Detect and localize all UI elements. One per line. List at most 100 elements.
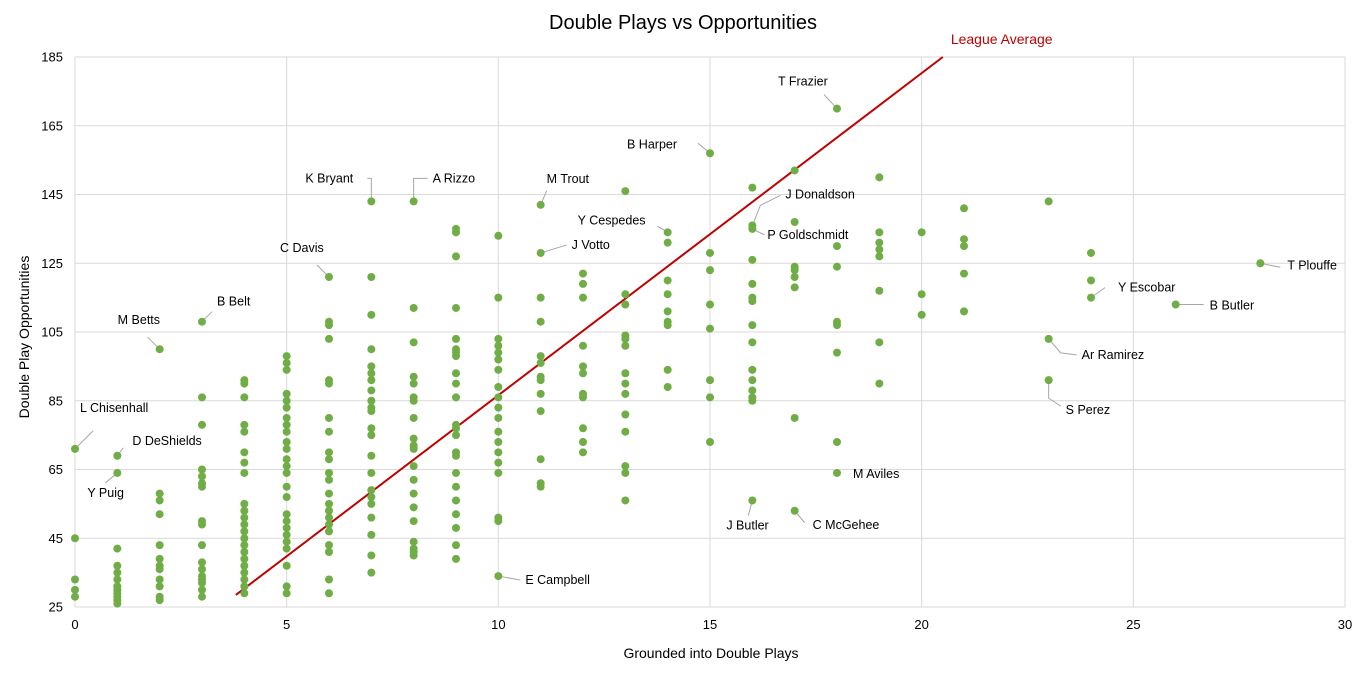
data-point [155, 510, 164, 519]
data-point [325, 413, 333, 422]
league-average-label: League Average [951, 31, 1053, 47]
data-point [325, 506, 333, 515]
data-point [536, 455, 545, 464]
data-point [409, 338, 418, 347]
data-point [536, 407, 545, 416]
data-point [1087, 276, 1095, 285]
data-point [282, 530, 291, 539]
data-point [452, 431, 460, 440]
data-point [240, 499, 249, 508]
data-point [833, 242, 841, 251]
labeled-data-point [1044, 376, 1053, 385]
labeled-data-point [155, 345, 164, 354]
leader-line [413, 177, 428, 202]
data-point [240, 541, 249, 550]
data-point [325, 520, 333, 529]
data-point [875, 286, 884, 295]
data-point [282, 444, 291, 453]
data-point [71, 592, 79, 601]
labeled-data-point [663, 228, 672, 237]
data-point [409, 379, 418, 388]
data-point [494, 393, 503, 402]
labeled-data-point [367, 197, 376, 206]
data-point [621, 379, 630, 388]
data-point [917, 290, 926, 299]
labeled-data-point [706, 149, 714, 158]
data-point [748, 386, 757, 395]
data-point [790, 218, 799, 226]
data-point [621, 496, 630, 505]
data-point [367, 486, 376, 495]
data-point [155, 575, 164, 584]
data-point [198, 558, 206, 567]
data-point [621, 187, 630, 196]
leader-line [540, 244, 567, 254]
data-point [536, 389, 545, 398]
data-point [240, 582, 249, 591]
data-point [536, 376, 545, 385]
data-point [452, 510, 460, 519]
y-tick-label: 125 [41, 256, 63, 271]
y-tick-label: 165 [41, 118, 63, 133]
data-point [282, 455, 291, 464]
data-point [240, 448, 249, 457]
leader-line [751, 194, 781, 226]
point-label: A Rizzo [433, 171, 475, 185]
x-tick-label: 20 [914, 617, 928, 632]
data-point [367, 345, 376, 354]
data-point [282, 561, 291, 570]
data-point [748, 365, 757, 374]
data-point [494, 355, 503, 364]
data-point [240, 534, 249, 543]
data-point [240, 568, 249, 577]
data-point [621, 290, 630, 299]
y-tick-label: 105 [41, 325, 63, 340]
data-point [706, 438, 714, 446]
data-point [240, 513, 249, 522]
data-point [409, 396, 418, 405]
point-label: E Campbell [525, 573, 590, 587]
data-point [409, 537, 418, 546]
data-point [367, 513, 376, 522]
data-point [494, 348, 503, 357]
data-point [155, 496, 164, 505]
data-point [452, 496, 460, 505]
data-point [494, 413, 503, 422]
point-label: B Belt [217, 295, 251, 309]
data-point [325, 499, 333, 508]
data-point [748, 183, 757, 192]
data-point [240, 575, 249, 584]
data-point [452, 451, 460, 460]
data-point [240, 468, 249, 477]
data-point [282, 438, 291, 446]
data-point [494, 458, 503, 467]
x-tick-label: 0 [71, 617, 78, 632]
data-point [325, 527, 333, 536]
data-point [409, 517, 418, 526]
data-point [790, 166, 799, 175]
data-point [155, 582, 164, 591]
data-point [325, 427, 333, 436]
data-point [494, 293, 503, 302]
data-point [621, 369, 630, 378]
data-point [240, 458, 249, 467]
data-point [198, 520, 206, 529]
y-tick-label: 65 [49, 462, 63, 477]
data-point [494, 448, 503, 457]
data-point [494, 231, 503, 240]
data-point [155, 596, 164, 605]
labeled-data-point [1087, 293, 1095, 302]
data-point [706, 300, 714, 309]
data-point [367, 468, 376, 477]
labeled-data-point [1256, 259, 1265, 268]
data-point [579, 293, 587, 302]
data-point [748, 297, 757, 306]
data-point [452, 379, 460, 388]
data-point [282, 523, 291, 532]
data-point [621, 427, 630, 436]
data-point [494, 517, 503, 526]
point-label: B Harper [627, 137, 677, 151]
data-point [579, 369, 587, 378]
data-point [325, 575, 333, 584]
data-point [240, 561, 249, 570]
